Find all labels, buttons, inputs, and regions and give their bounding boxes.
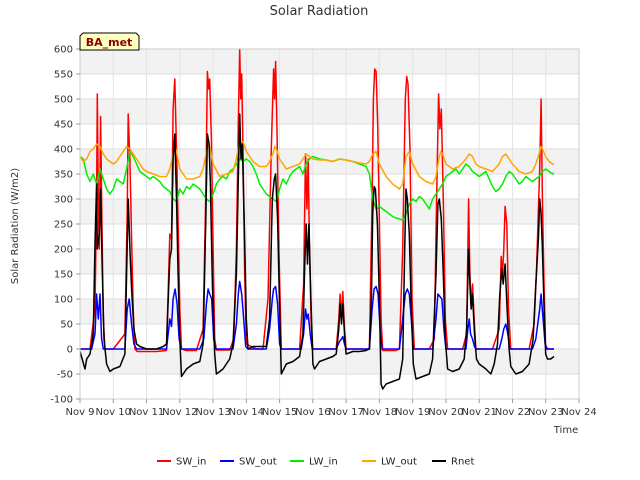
legend-label: SW_in [176, 457, 206, 468]
plot-band [80, 49, 579, 74]
x-tick-label: Nov 22 [495, 407, 530, 418]
legend-label: Rnet [451, 457, 474, 468]
x-tick-label: Nov 9 [65, 407, 94, 418]
x-tick-label: Nov 20 [428, 407, 463, 418]
plot-band [80, 324, 579, 349]
series-lines [79, 48, 555, 390]
legend-label: LW_in [309, 457, 338, 468]
legend: SW_in SW_out LW_in LW_out Rnet [157, 457, 474, 468]
y-axis-label: Solar Radiation (W/m2) [10, 168, 21, 284]
x-tick-label: Nov 12 [162, 407, 197, 418]
x-tick-label: Nov 14 [229, 407, 264, 418]
y-tick-label: 500 [54, 95, 73, 106]
x-tick-label: Nov 21 [461, 407, 496, 418]
series-line-sw-out [80, 280, 554, 350]
y-tick-label: -50 [57, 370, 73, 381]
y-tick-label: 600 [54, 45, 73, 56]
x-tick-label: Nov 10 [96, 407, 131, 418]
y-tick-label: 0 [67, 345, 73, 356]
y-tick-label: 300 [54, 195, 73, 206]
y-tick-label: 150 [54, 270, 73, 281]
y-tick-label: 550 [54, 70, 73, 81]
plot-band [80, 124, 579, 149]
legend-label: SW_out [239, 457, 277, 468]
plot-band [80, 224, 579, 249]
x-axis-label: Time [553, 425, 578, 436]
chart-title: Solar Radiation [270, 4, 369, 19]
y-tick-label: 100 [54, 295, 73, 306]
station-tag: BA_met [79, 32, 140, 51]
plot-band [80, 274, 579, 299]
x-tick-label: Nov 17 [328, 407, 363, 418]
y-tick-label: 200 [54, 245, 73, 256]
plot-band [80, 74, 579, 99]
y-tick-label: -100 [50, 395, 73, 406]
y-tick-label: 250 [54, 220, 73, 231]
y-tick-label: 450 [54, 120, 73, 131]
y-tick-label: 400 [54, 145, 73, 156]
plot-band [80, 349, 579, 374]
y-tick-label: 50 [60, 320, 73, 331]
series-line-lw-out [79, 138, 554, 190]
x-tick-label: Nov 11 [129, 407, 164, 418]
plot-band [80, 99, 579, 124]
plot-band [80, 374, 579, 399]
x-tick-label: Nov 24 [561, 407, 596, 418]
x-tick-label: Nov 16 [295, 407, 330, 418]
x-tick-label: Nov 19 [395, 407, 430, 418]
y-axis-ticks: -100 -50 0 50 100 150 200 250 300 350 400 450 500 550… [50, 45, 80, 406]
plot-band [80, 199, 579, 224]
x-tick-label: Nov 15 [262, 407, 297, 418]
series-line-rnet [79, 113, 555, 390]
legend-label: LW_out [381, 457, 417, 468]
x-tick-label: Nov 23 [528, 407, 563, 418]
station-tag-label: BA_met [86, 36, 133, 49]
x-tick-label: Nov 18 [362, 407, 397, 418]
plot-band [80, 249, 579, 274]
plot-band [80, 299, 579, 324]
x-tick-label: Nov 13 [195, 407, 230, 418]
series-line-lw-in [79, 150, 555, 221]
y-tick-label: 350 [54, 170, 73, 181]
